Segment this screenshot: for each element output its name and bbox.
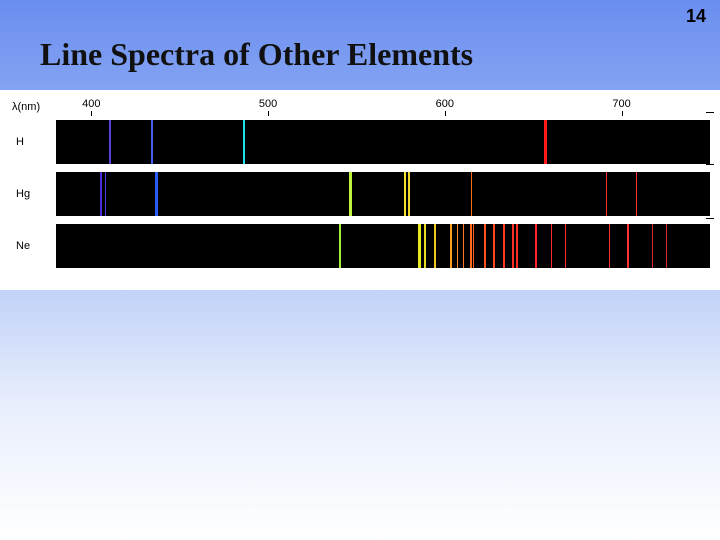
emission-line bbox=[551, 224, 552, 268]
emission-line bbox=[151, 120, 153, 164]
emission-line bbox=[418, 224, 421, 268]
emission-line bbox=[544, 120, 547, 164]
axis-tick-mark bbox=[91, 111, 92, 116]
axis-tick-label: 500 bbox=[259, 98, 277, 110]
emission-line bbox=[535, 224, 537, 268]
emission-line bbox=[339, 224, 341, 268]
emission-line bbox=[484, 224, 486, 268]
emission-line bbox=[457, 224, 458, 268]
emission-line bbox=[512, 224, 514, 268]
slide-title: Line Spectra of Other Elements bbox=[40, 36, 473, 73]
emission-line bbox=[243, 120, 245, 164]
element-label: H bbox=[10, 136, 56, 148]
emission-line bbox=[652, 224, 653, 268]
emission-line bbox=[666, 224, 667, 268]
axis-tick-mark bbox=[622, 111, 623, 116]
emission-line bbox=[470, 224, 472, 268]
axis-tick-label: 400 bbox=[82, 98, 100, 110]
axis-tick-mark bbox=[445, 111, 446, 116]
spectrum-row-h: H bbox=[10, 120, 710, 164]
slide: 14 Line Spectra of Other Elements λ(nm) … bbox=[0, 0, 720, 540]
emission-line bbox=[424, 224, 426, 268]
emission-line bbox=[463, 224, 464, 268]
emission-line bbox=[408, 172, 410, 216]
element-label: Hg bbox=[10, 188, 56, 200]
emission-line bbox=[155, 172, 158, 216]
right-tick bbox=[706, 112, 714, 113]
emission-line bbox=[627, 224, 629, 268]
axis-label: λ(nm) bbox=[10, 101, 56, 113]
emission-line bbox=[105, 172, 106, 216]
emission-line bbox=[100, 172, 102, 216]
emission-line bbox=[516, 224, 518, 268]
emission-line bbox=[636, 172, 637, 216]
right-tick bbox=[706, 164, 714, 165]
emission-line bbox=[473, 224, 474, 268]
spectrum-track bbox=[56, 224, 710, 268]
emission-line bbox=[609, 224, 610, 268]
emission-line bbox=[404, 172, 406, 216]
emission-line bbox=[450, 224, 452, 268]
spectrum-track bbox=[56, 172, 710, 216]
spectra-figure: λ(nm) 400 500 600 700 H Hg Ne bbox=[0, 90, 720, 290]
spectrum-row-hg: Hg bbox=[10, 172, 710, 216]
emission-line bbox=[606, 172, 607, 216]
spectrum-row-ne: Ne bbox=[10, 224, 710, 268]
emission-line bbox=[434, 224, 436, 268]
emission-line bbox=[109, 120, 111, 164]
emission-line bbox=[565, 224, 566, 268]
emission-line bbox=[493, 224, 495, 268]
emission-line bbox=[471, 172, 472, 216]
axis-tick-mark bbox=[268, 111, 269, 116]
emission-line bbox=[503, 224, 505, 268]
element-label: Ne bbox=[10, 240, 56, 252]
wavelength-axis: λ(nm) 400 500 600 700 bbox=[10, 98, 710, 116]
axis-tick-label: 700 bbox=[612, 98, 630, 110]
axis-track: 400 500 600 700 bbox=[56, 98, 710, 116]
emission-line bbox=[349, 172, 352, 216]
page-number: 14 bbox=[686, 6, 706, 27]
axis-tick-label: 600 bbox=[436, 98, 454, 110]
spectrum-track bbox=[56, 120, 710, 164]
right-tick bbox=[706, 218, 714, 219]
spectra-container: H Hg Ne bbox=[10, 120, 710, 268]
